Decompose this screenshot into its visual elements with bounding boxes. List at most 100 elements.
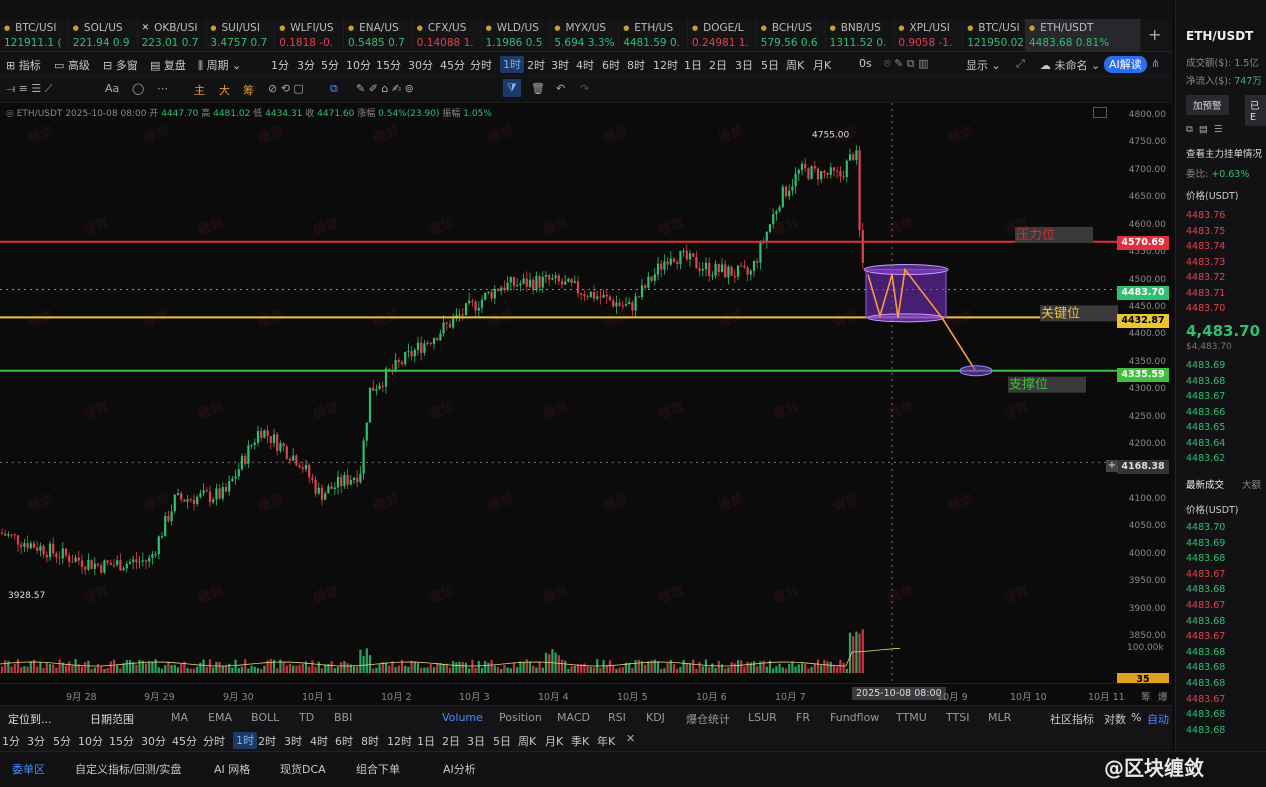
sub-indicator-7[interactable]: FR [796,711,810,724]
sub-indicator-1[interactable]: Position [499,711,542,724]
chips-tab[interactable]: 筹 [1141,692,1151,703]
ask-price[interactable]: 4483.71 [1186,287,1226,299]
sub-indicator-10[interactable]: TTSI [946,711,970,724]
close-intervals-icon[interactable]: ✕ [626,732,636,745]
second-button[interactable]: 已E [1245,95,1266,126]
bid-price[interactable]: 4483.69 [1186,360,1226,371]
bottom-interval-10[interactable]: 3时 [284,735,302,748]
interval-3[interactable]: 10分 [346,59,371,72]
interval-7[interactable]: 分时 [470,59,492,72]
interval-9[interactable]: 2时 [527,59,545,72]
main-force-button[interactable]: 主 [194,84,205,97]
bid-price[interactable]: 4483.66 [1186,406,1226,418]
main-indicator-2[interactable]: BOLL [251,711,280,724]
interval-20[interactable]: 月K [813,59,832,72]
ticker-tab[interactable]: SOL/US 221.94 0.9 [69,19,138,52]
bottom-interval-4[interactable]: 15分 [109,735,134,748]
advanced-button[interactable]: ▭ 高级 [54,59,90,72]
bottom-interval-12[interactable]: 6时 [335,735,353,748]
line-tools-icon[interactable]: ⟞ ≡ ☰ ⟋ [6,82,53,95]
chips-button[interactable]: 筹 [243,84,254,97]
trades-tab[interactable]: 最新成交 [1186,480,1225,491]
sub-indicator-9[interactable]: TTMU [896,711,927,724]
sub-indicator-4[interactable]: KDJ [646,711,665,724]
percent-toggle[interactable]: % [1131,711,1142,724]
ask-price[interactable]: 4483.73 [1186,256,1226,268]
sub-indicator-8[interactable]: Fundflow [830,711,880,724]
footer-tab-4[interactable]: 组合下单 [356,763,400,776]
burst-tab[interactable]: 爆 [1158,692,1168,703]
locate-button[interactable]: 定位到... [8,713,52,726]
bid-price[interactable]: 4483.68 [1186,375,1226,387]
interval-12[interactable]: 6时 [602,59,620,72]
interval-14[interactable]: 12时 [653,59,678,72]
bottom-interval-21[interactable]: 季K [571,735,590,748]
ticker-tab[interactable]: OKB/USI 223.01 0.7 [138,19,207,52]
ticker-tab[interactable]: MYX/US 5.694 3.3% [550,19,620,52]
bottom-interval-3[interactable]: 10分 [78,735,103,748]
add-tab-icon[interactable]: + [1148,25,1162,44]
filter-icon[interactable]: ⧩ [503,79,521,97]
bottom-interval-19[interactable]: 周K [518,735,537,748]
ask-price[interactable]: 4483.75 [1186,225,1226,237]
ticker-tab[interactable]: DOGE/L 0.24981 1. [688,19,757,52]
main-indicator-1[interactable]: EMA [208,711,232,724]
big-order-button[interactable]: 大 [219,84,230,97]
ask-price[interactable]: 4483.70 [1186,303,1226,314]
bottom-interval-7[interactable]: 分时 [203,735,225,748]
main-indicator-0[interactable]: MA [171,711,189,724]
interval-16[interactable]: 2日 [709,59,727,72]
ask-price[interactable]: 4483.74 [1186,241,1226,252]
bottom-interval-6[interactable]: 45分 [172,735,197,748]
interval-17[interactable]: 3日 [735,59,753,72]
copy-icon[interactable]: ⧉ [330,82,338,95]
active-ticker-tab[interactable]: ETH/USDT 4483.68 0.81% [1025,19,1141,52]
bid-price[interactable]: 4483.67 [1186,391,1226,402]
ticker-tab[interactable]: ENA/US 0.5485 0.7 [344,19,413,52]
indicators-button[interactable]: ⊞ 指标 [6,59,41,72]
log-toggle[interactable]: 对数 [1104,713,1126,726]
interval-18[interactable]: 5日 [761,59,779,72]
pen-tools-icon[interactable]: ✎ ✐ ⌂ ✍ ⊚ [356,82,414,95]
add-alert-button[interactable]: 加预警 [1186,95,1229,115]
bottom-interval-1[interactable]: 3分 [27,735,45,748]
review-button[interactable]: ▤ 复盘 [150,59,186,72]
bottom-interval-20[interactable]: 月K [545,735,564,748]
add-alert-icon[interactable]: + [1106,460,1118,472]
footer-tab-0[interactable]: 委单区 [12,763,45,776]
community-indicators[interactable]: 社区指标 [1050,713,1094,726]
interval-6[interactable]: 45分 [440,59,465,72]
ticker-tab[interactable]: BTC/USI 121950.02 [963,19,1033,52]
ask-price[interactable]: 4483.72 [1186,272,1226,283]
sub-indicator-0[interactable]: Volume [442,711,483,724]
interval-0[interactable]: 1分 [271,59,289,72]
undo-icon[interactable]: ↶ [556,82,566,95]
interval-4[interactable]: 15分 [376,59,401,72]
sub-indicator-5[interactable]: 爆仓统计 [686,713,730,726]
footer-tab-1[interactable]: 自定义指标/回测/实盘 [75,763,182,776]
interval-11[interactable]: 4时 [576,59,594,72]
bottom-interval-15[interactable]: 1日 [417,735,435,748]
share-icon[interactable]: ⋔ [1151,57,1161,70]
ticker-tab[interactable]: WLFI/US 0.1818 -0. [275,19,345,52]
interval-2[interactable]: 5分 [321,59,339,72]
bottom-interval-5[interactable]: 30分 [141,735,166,748]
main-indicator-3[interactable]: TD [299,711,315,724]
ai-button[interactable]: AI解读 [1104,56,1147,73]
bottom-interval-0[interactable]: 1分 [2,735,20,748]
ticker-tab[interactable]: BCH/US 579.56 0.6 [757,19,826,52]
more-tools-icon[interactable]: ⋯ [157,82,168,95]
ask-price[interactable]: 4483.76 [1186,210,1226,221]
bottom-interval-8[interactable]: 1时 [233,732,257,749]
redo-icon[interactable]: ↷ [580,82,590,95]
tool-row-icon[interactable]: ⊘ ⟲ ▢ [268,82,304,95]
zero-s[interactable]: 0s [859,57,872,70]
date-range-button[interactable]: 日期范围 [90,713,134,726]
sub-indicator-6[interactable]: LSUR [748,711,777,724]
interval-13[interactable]: 8时 [627,59,645,72]
interval-19[interactable]: 周K [786,59,805,72]
ticker-tab[interactable]: XPL/USI 0.9058 -1. [894,19,964,52]
interval-1[interactable]: 3分 [297,59,315,72]
bid-price[interactable]: 4483.65 [1186,422,1226,433]
